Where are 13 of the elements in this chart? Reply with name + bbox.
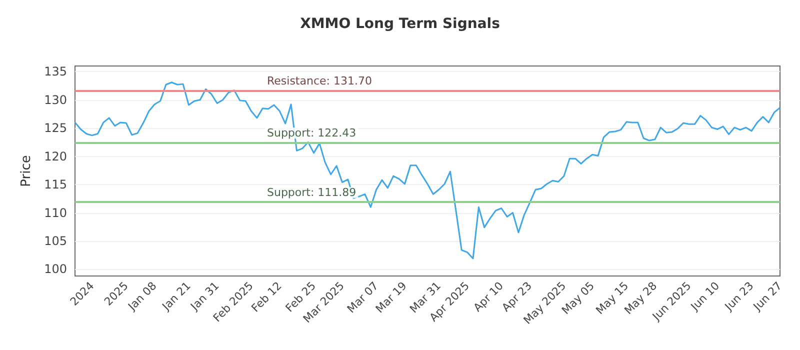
- ref-line-label: Support: 122.43: [267, 126, 356, 140]
- ref-line-label: Support: 111.89: [267, 186, 356, 200]
- y-tick-label: 120: [44, 149, 67, 164]
- ref-line-label: Resistance: 131.70: [267, 74, 372, 88]
- y-tick-label: 115: [44, 178, 67, 192]
- y-tick-label: 100: [44, 262, 67, 276]
- y-tick-label: 105: [44, 234, 67, 248]
- chart-title: XMMO Long Term Signals: [300, 16, 500, 32]
- y-tick-label: 110: [44, 206, 67, 220]
- y-tick-label: 130: [44, 92, 67, 107]
- y-axis-title: Price: [19, 155, 34, 187]
- y-tick-label: 125: [44, 121, 67, 136]
- y-tick-label: 135: [44, 64, 67, 79]
